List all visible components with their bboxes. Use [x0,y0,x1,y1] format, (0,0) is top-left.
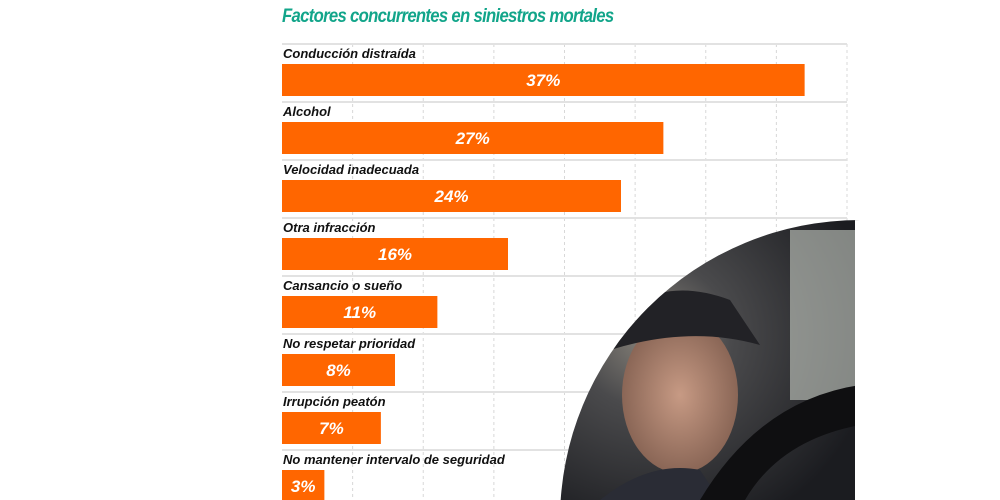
data-label: 24% [433,187,468,206]
data-label: 8% [326,361,351,380]
bar [282,470,325,500]
category-label: Conducción distraída [283,46,416,61]
data-label: 3% [291,477,316,496]
bar [282,180,621,212]
bar [282,412,381,444]
data-label: 37% [526,71,560,90]
data-label: 7% [319,419,344,438]
category-label: Irrupción peatón [283,394,386,409]
driver-photo [560,220,865,500]
chart-title: Factores concurrentes en siniestros mort… [282,6,614,27]
bar [282,238,508,270]
category-label: Alcohol [282,104,331,119]
bar [282,354,395,386]
bar [282,296,438,328]
data-label: 16% [378,245,412,264]
bar [282,122,664,154]
category-label: Velocidad inadecuada [283,162,419,177]
data-label: 27% [455,129,490,148]
bar [282,64,805,96]
data-label: 11% [343,303,376,322]
category-label: No mantener intervalo de seguridad [283,452,506,467]
category-label: Otra infracción [283,220,376,235]
category-label: No respetar prioridad [283,336,416,351]
category-label: Cansancio o sueño [283,278,402,293]
